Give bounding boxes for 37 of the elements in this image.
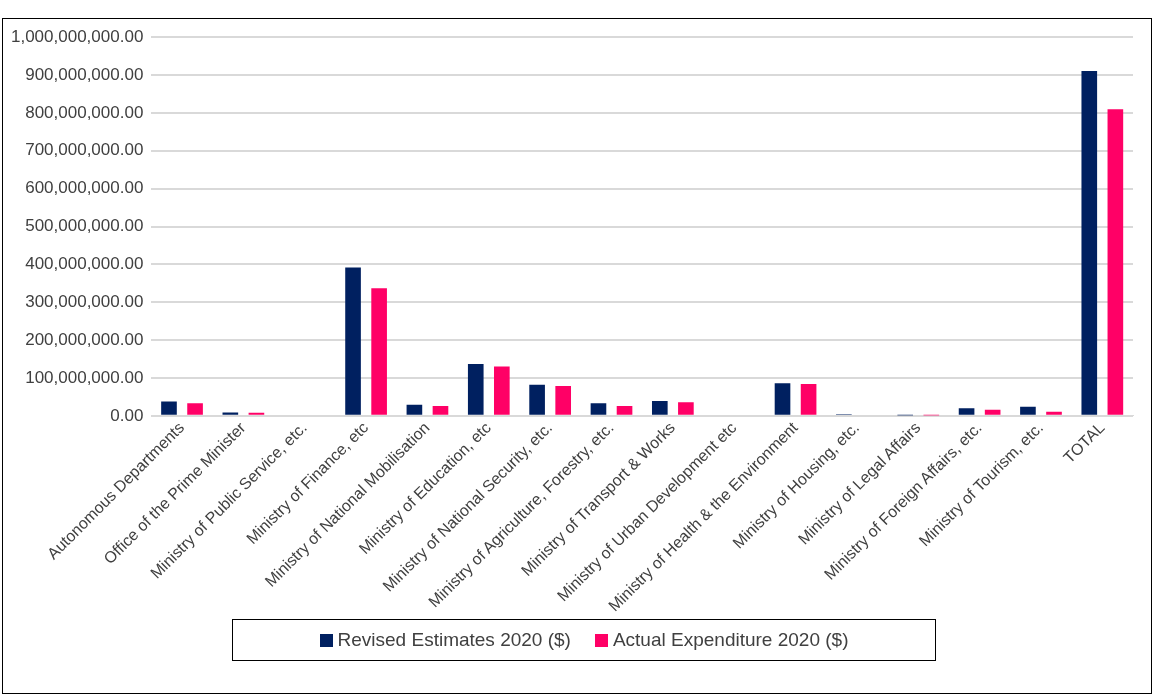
bar	[161, 401, 177, 415]
y-tick-label: 0.00	[110, 405, 144, 425]
legend-label: Actual Expenditure 2020 ($)	[611, 629, 849, 651]
y-tick-label: 500,000,000.00	[25, 216, 144, 236]
bar	[248, 412, 265, 415]
bar	[774, 383, 791, 415]
bar	[555, 385, 571, 415]
y-tick-label: 600,000,000.00	[25, 178, 144, 198]
bar	[590, 403, 607, 415]
bar	[616, 405, 633, 415]
y-tick-label: 900,000,000.00	[25, 64, 144, 84]
bar	[529, 384, 545, 415]
bar	[1046, 411, 1062, 415]
y-tick-label: 200,000,000.00	[25, 329, 144, 349]
bar	[467, 363, 484, 415]
y-tick-label: 700,000,000.00	[25, 140, 144, 160]
y-tick-label: 400,000,000.00	[25, 254, 144, 274]
legend-label: Revised Estimates 2020 ($)	[336, 629, 571, 651]
bar	[371, 288, 387, 415]
bar	[651, 401, 668, 415]
bar	[222, 412, 239, 415]
bar	[432, 405, 449, 415]
bar	[958, 408, 975, 415]
bar	[984, 409, 1001, 415]
bar	[678, 402, 694, 415]
bar	[406, 404, 423, 415]
y-tick-label: 100,000,000.00	[25, 367, 144, 387]
y-tick-label: 1,000,000,000.00	[10, 26, 144, 46]
bar	[494, 366, 510, 415]
bar	[187, 403, 203, 415]
bar	[1107, 109, 1124, 415]
bar	[1081, 70, 1098, 415]
bar	[345, 267, 361, 415]
bar	[800, 384, 817, 415]
y-tick-label: 800,000,000.00	[25, 102, 144, 122]
y-tick-label: 300,000,000.00	[25, 291, 144, 311]
bar	[1020, 406, 1036, 415]
